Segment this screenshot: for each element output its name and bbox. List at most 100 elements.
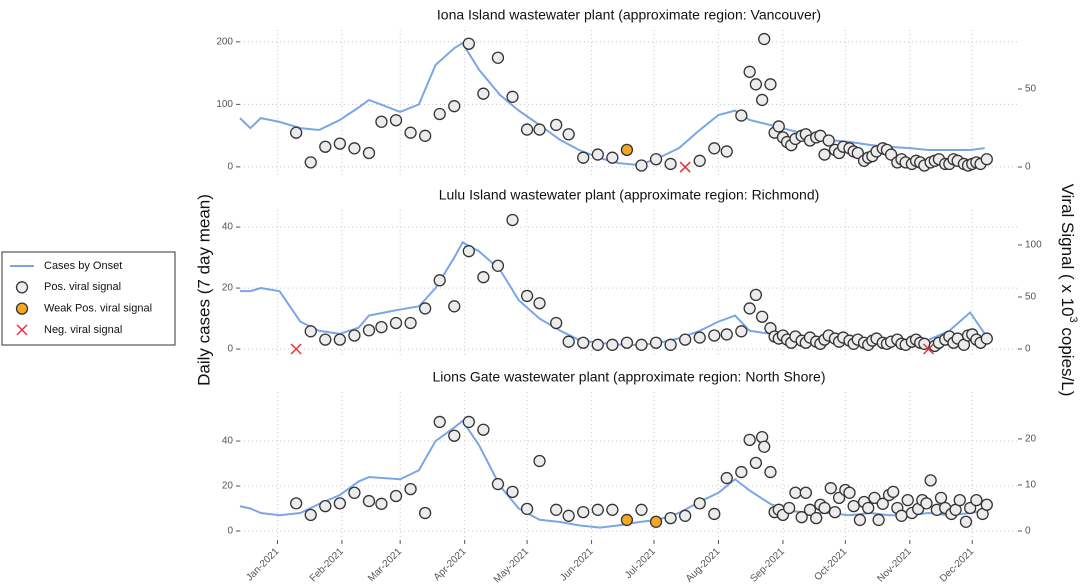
point	[620, 336, 634, 349]
y-tick-label: 40	[222, 222, 234, 233]
point	[562, 128, 575, 141]
x-tick-label: Jun-2021	[558, 546, 596, 584]
point	[362, 324, 376, 337]
point	[924, 474, 937, 487]
point	[920, 497, 933, 510]
point	[901, 493, 914, 507]
point	[720, 471, 733, 485]
y2-tick-label: 0	[1025, 526, 1031, 537]
point	[832, 491, 846, 504]
x-tick-label: Mar-2021	[366, 546, 404, 584]
legend-label: Weak Pos. viral signal	[44, 303, 152, 315]
cases-line	[239, 419, 985, 529]
point	[649, 515, 663, 528]
point	[520, 289, 534, 303]
point	[375, 320, 388, 334]
point	[635, 338, 648, 351]
point	[477, 271, 490, 284]
point	[934, 491, 948, 504]
point	[333, 497, 347, 510]
point	[708, 142, 721, 155]
point	[735, 109, 748, 122]
y2-tick-label: 0	[1025, 162, 1031, 173]
cases-line	[240, 240, 986, 347]
point	[433, 107, 446, 121]
point	[822, 134, 835, 147]
point	[720, 328, 733, 341]
point	[755, 93, 769, 107]
point	[477, 423, 490, 436]
point	[735, 465, 748, 479]
point	[758, 32, 771, 46]
point	[743, 65, 756, 78]
point	[679, 509, 692, 522]
neg-marker	[290, 343, 302, 355]
point	[749, 456, 763, 470]
legend-label: Cases by Onset	[44, 260, 122, 272]
point	[550, 316, 563, 330]
point	[876, 497, 889, 510]
legend-box	[1, 251, 176, 346]
point	[843, 486, 856, 499]
point	[462, 37, 475, 50]
point	[708, 507, 721, 521]
point	[868, 491, 881, 504]
point	[533, 297, 546, 310]
point	[649, 153, 663, 166]
point	[620, 143, 634, 157]
point	[448, 429, 461, 442]
point	[818, 148, 831, 161]
point	[506, 213, 519, 227]
point	[635, 503, 648, 516]
point	[743, 433, 756, 447]
point	[803, 503, 817, 516]
point	[810, 511, 823, 525]
point	[872, 513, 885, 527]
point	[577, 505, 590, 519]
x-tick-label: Sep-2021	[748, 546, 787, 585]
point	[953, 493, 966, 507]
point	[606, 503, 619, 516]
point	[735, 325, 748, 338]
point	[550, 503, 563, 516]
point	[362, 146, 376, 160]
y2-tick-label: 50	[1025, 84, 1037, 95]
point	[333, 137, 347, 150]
x-tick-label: Feb-2021	[308, 546, 346, 584]
point	[749, 78, 763, 91]
point	[448, 300, 461, 313]
point	[448, 100, 461, 113]
point	[862, 501, 875, 515]
point	[290, 497, 303, 510]
point	[758, 440, 771, 453]
y-tick-label: 0	[227, 526, 233, 537]
neg-marker	[679, 161, 691, 173]
point	[764, 465, 777, 479]
chart-title: Lions Gate wastewater plant (approximate…	[433, 369, 826, 385]
point	[664, 338, 677, 351]
point	[847, 499, 860, 513]
point	[462, 415, 475, 429]
x-tick-label: Jul-2021	[623, 546, 658, 581]
x-tick-label: Nov-2021	[875, 546, 914, 585]
y2-tick-label: 0	[1025, 344, 1031, 355]
point	[375, 115, 388, 128]
point	[789, 486, 802, 499]
point	[577, 151, 590, 164]
point	[348, 142, 361, 155]
y2-tick-label: 10	[1025, 480, 1037, 491]
point	[319, 333, 332, 346]
point	[304, 325, 317, 338]
point	[375, 497, 388, 510]
point	[550, 118, 563, 132]
y-tick-label: 0	[227, 162, 233, 173]
y2-tick-label: 20	[1025, 434, 1037, 445]
y2-axis-label: Viral Signal ( x 103 copies/L)	[1058, 184, 1080, 397]
point	[693, 154, 706, 167]
point	[433, 415, 446, 429]
point	[853, 513, 867, 527]
point	[520, 502, 534, 516]
point	[980, 332, 993, 345]
point	[304, 508, 317, 522]
